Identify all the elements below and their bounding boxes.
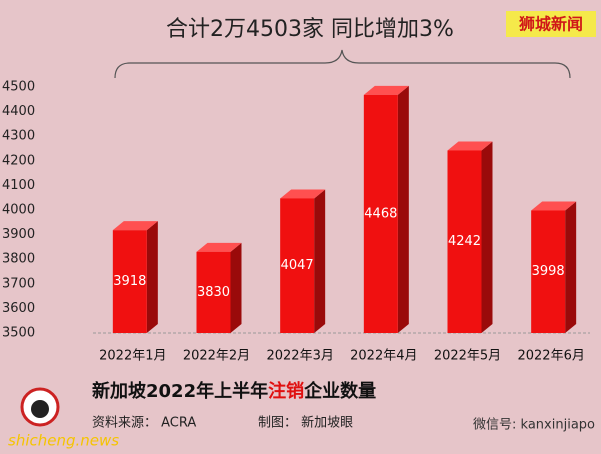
bar-side bbox=[230, 242, 242, 333]
source: 资料来源： ACRA bbox=[92, 416, 196, 431]
y-tick-label: 3600 bbox=[2, 301, 35, 316]
chart-title: 合计2万4503家 同比增加3% bbox=[166, 17, 454, 42]
x-tick-label: 2022年6月 bbox=[517, 349, 584, 364]
footer-title-part: 新加坡2022年上半年 bbox=[92, 380, 268, 402]
bar-side bbox=[565, 201, 577, 333]
bar bbox=[280, 198, 315, 333]
bar-side bbox=[314, 189, 326, 333]
footer-title-part: 企业数量 bbox=[303, 380, 376, 402]
footer-title-part: 注销 bbox=[268, 380, 304, 402]
badge-bg bbox=[506, 11, 596, 37]
footer-title: 新加坡2022年上半年注销企业数量 bbox=[92, 380, 376, 402]
x-tick-label: 2022年1月 bbox=[99, 349, 166, 364]
bar-top bbox=[363, 85, 409, 95]
value-label: 4468 bbox=[364, 206, 397, 221]
value-label: 3830 bbox=[197, 285, 230, 300]
x-tick-label: 2022年4月 bbox=[350, 349, 417, 364]
bar-top bbox=[112, 221, 158, 231]
value-label: 4242 bbox=[448, 234, 481, 249]
y-tick-label: 4300 bbox=[2, 129, 35, 144]
y-tick-label: 4000 bbox=[2, 203, 35, 218]
bar-side bbox=[481, 141, 493, 333]
bar-top bbox=[531, 201, 577, 211]
bar bbox=[196, 251, 231, 333]
bar bbox=[112, 230, 147, 333]
value-label: 3998 bbox=[532, 264, 565, 279]
bar-side bbox=[146, 221, 158, 333]
watermark: shicheng.news bbox=[8, 432, 119, 450]
value-label: 3918 bbox=[113, 274, 146, 289]
y-tick-label: 4100 bbox=[2, 178, 35, 193]
y-tick-label: 4400 bbox=[2, 104, 35, 119]
y-tick-label: 3800 bbox=[2, 252, 35, 267]
y-tick-label: 4500 bbox=[2, 80, 35, 95]
bar bbox=[363, 94, 398, 333]
wechat: 微信号: kanxinjiapo bbox=[473, 418, 595, 433]
bar-top bbox=[447, 141, 493, 151]
credit: 制图： 新加坡眼 bbox=[258, 415, 353, 431]
y-tick-label: 3900 bbox=[2, 227, 35, 242]
bar-top bbox=[280, 189, 326, 199]
bar bbox=[447, 150, 482, 333]
y-tick-label: 3500 bbox=[2, 326, 35, 341]
value-label: 4047 bbox=[281, 258, 314, 273]
x-tick-label: 2022年3月 bbox=[266, 349, 333, 364]
logo-dot bbox=[31, 400, 49, 418]
bar bbox=[531, 210, 566, 333]
x-tick-label: 2022年2月 bbox=[183, 349, 250, 364]
brace bbox=[114, 49, 571, 79]
badge: 狮城新闻 bbox=[518, 15, 583, 34]
y-tick-label: 4200 bbox=[2, 153, 35, 168]
bar-top bbox=[196, 242, 242, 252]
x-tick-label: 2022年5月 bbox=[434, 349, 501, 364]
bar-side bbox=[397, 85, 409, 333]
y-tick-label: 3700 bbox=[2, 276, 35, 291]
